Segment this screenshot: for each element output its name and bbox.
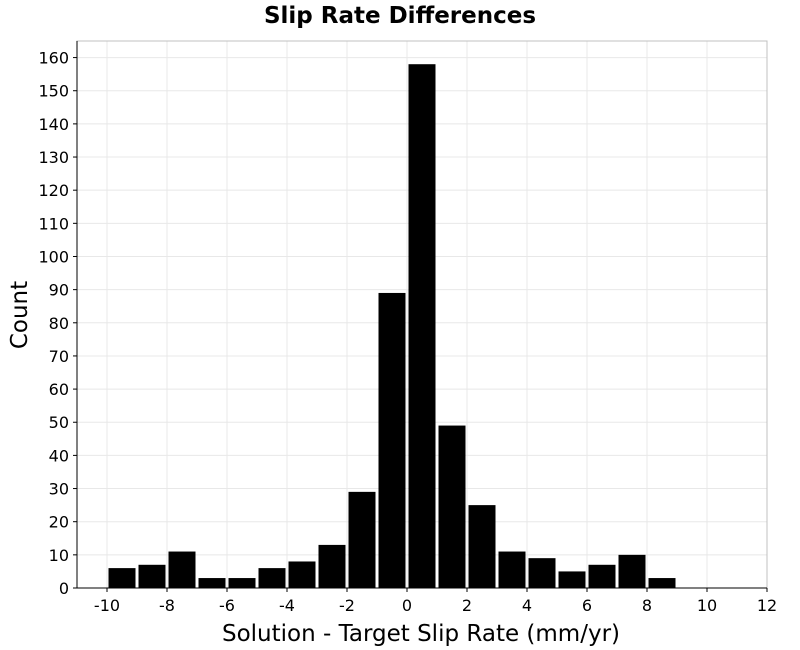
y-tick-label: 50 — [49, 413, 69, 432]
histogram-bar — [588, 564, 616, 588]
y-tick-label: 0 — [59, 579, 69, 598]
y-tick-label: 130 — [38, 148, 69, 167]
histogram-bar — [228, 578, 256, 588]
y-tick-label: 30 — [49, 480, 69, 499]
x-tick-label: -2 — [339, 596, 355, 615]
histogram-bar — [258, 568, 286, 588]
y-tick-label: 40 — [49, 446, 69, 465]
x-tick-label: 4 — [522, 596, 532, 615]
y-tick-label: 150 — [38, 82, 69, 101]
histogram-bar — [198, 578, 226, 588]
histogram-bar — [168, 551, 196, 588]
y-tick-label: 90 — [49, 281, 69, 300]
histogram-bar — [348, 491, 376, 588]
histogram-bar — [108, 568, 136, 588]
y-tick-label: 10 — [49, 546, 69, 565]
y-tick-label: 70 — [49, 347, 69, 366]
y-axis-label: Count — [7, 281, 33, 349]
histogram-bar — [438, 425, 466, 588]
axes — [73, 41, 768, 592]
y-tick-label: 120 — [38, 181, 69, 200]
x-tick-label: 0 — [402, 596, 412, 615]
x-tick-label: 10 — [697, 596, 717, 615]
histogram-bar — [288, 561, 316, 588]
x-tick-label: -10 — [94, 596, 120, 615]
histogram-bar — [558, 571, 586, 588]
bars — [108, 64, 676, 589]
x-tick-label: 6 — [582, 596, 592, 615]
y-tick-labels: 0 10 20 30 40 50 60 70 80 90 100 110 120 130 140 150 160 — [38, 49, 69, 598]
y-tick-label: 160 — [38, 49, 69, 68]
y-tick-label: 80 — [49, 314, 69, 333]
histogram-bar — [528, 558, 556, 588]
x-tick-label: -6 — [219, 596, 235, 615]
histogram-bar — [378, 292, 406, 588]
y-tick-label: 20 — [49, 513, 69, 532]
chart-title: Slip Rate Differences — [264, 3, 536, 29]
histogram-bar — [618, 554, 646, 588]
histogram-bar — [648, 578, 676, 588]
x-tick-label: -4 — [279, 596, 295, 615]
histogram-bar — [318, 544, 346, 588]
y-tick-label: 140 — [38, 115, 69, 134]
y-tick-label: 60 — [49, 380, 69, 399]
histogram-bar — [138, 564, 166, 588]
y-tick-label: 100 — [38, 247, 69, 266]
histogram-bar — [468, 505, 496, 588]
x-tick-labels: -10 -8 -6 -4 -2 0 2 4 6 8 10 12 — [94, 596, 777, 615]
histogram-bar — [498, 551, 526, 588]
y-tick-label: 110 — [38, 214, 69, 233]
x-tick-label: 2 — [462, 596, 472, 615]
x-tick-label: 12 — [757, 596, 777, 615]
x-tick-label: -8 — [159, 596, 175, 615]
x-tick-label: 8 — [642, 596, 652, 615]
histogram-bar — [408, 64, 436, 589]
x-axis-label: Solution - Target Slip Rate (mm/yr) — [222, 621, 620, 647]
